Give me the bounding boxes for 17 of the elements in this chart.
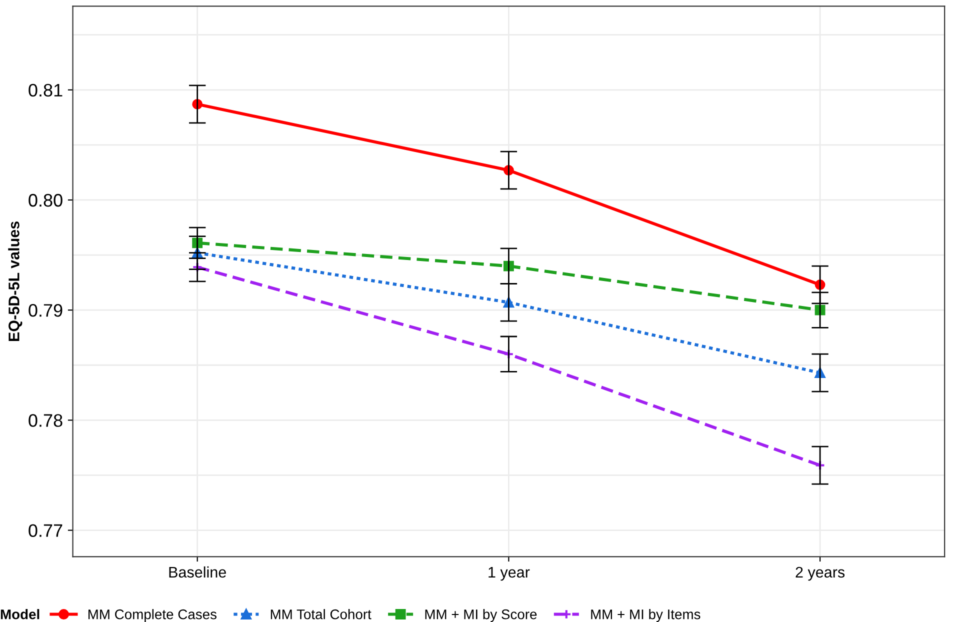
x-tick-label: 2 years — [796, 566, 845, 581]
legend-label: MM + MI by Items — [591, 609, 700, 622]
y-tick-label: 0.78 — [28, 414, 62, 427]
legend-title: Model — [0, 609, 40, 620]
legend-label: MM + MI by Score — [425, 609, 537, 622]
legend-label: MM Total Cohort — [270, 609, 372, 620]
legend-label: MM Complete Cases — [88, 609, 217, 622]
y-axis-title: EQ-5D-5L values — [8, 222, 22, 342]
y-tick-label: 0.77 — [28, 524, 62, 537]
point — [814, 460, 826, 471]
x-tick-label: 1 year — [488, 566, 530, 581]
point — [503, 348, 514, 360]
y-tick-label: 0.80 — [28, 194, 62, 207]
y-tick-label: 0.81 — [28, 84, 62, 97]
point — [192, 262, 203, 272]
x-tick-label: Baseline — [169, 566, 226, 578]
y-tick-label: 0.79 — [28, 304, 62, 317]
